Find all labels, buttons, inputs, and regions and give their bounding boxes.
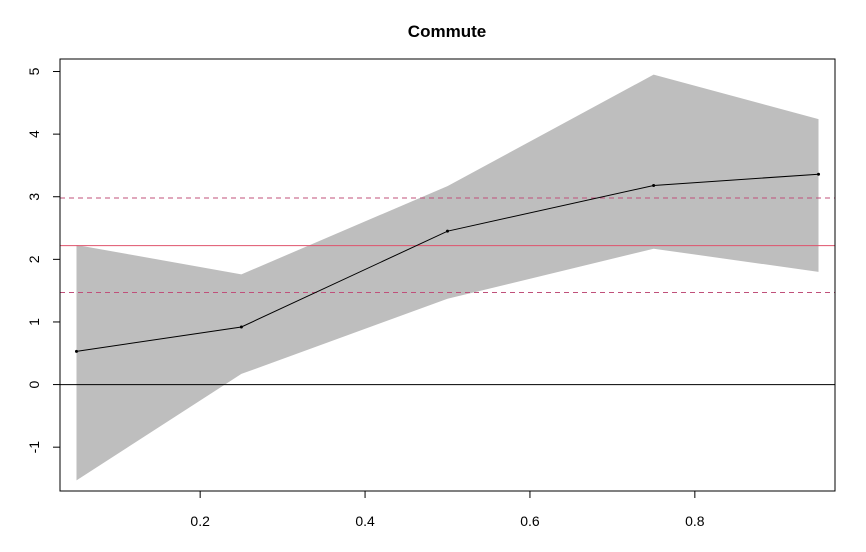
series-point — [239, 325, 243, 329]
series-point — [446, 229, 449, 233]
y-tick-label: 5 — [26, 67, 42, 75]
y-tick-label: 2 — [26, 255, 42, 263]
series-point — [74, 349, 78, 353]
x-tick-label: 0.6 — [520, 513, 540, 529]
y-tick-label: 1 — [26, 318, 42, 326]
series-point — [652, 183, 656, 187]
series-lines — [74, 172, 821, 353]
y-tick-label: -1 — [26, 441, 42, 454]
chart-title: Commute — [408, 22, 486, 41]
y-tick-label: 4 — [26, 130, 42, 138]
confidence-band-area — [76, 74, 819, 481]
y-tick-label: 0 — [26, 380, 42, 388]
plot-frame — [59, 58, 836, 492]
confidence-band — [76, 74, 819, 481]
x-tick-label: 0.2 — [190, 513, 210, 529]
reference-lines — [60, 197, 835, 386]
x-tick-label: 0.4 — [355, 513, 375, 529]
x-tick-label: 0.8 — [685, 513, 705, 529]
y-tick-label: 3 — [26, 193, 42, 201]
series-point — [817, 172, 821, 176]
